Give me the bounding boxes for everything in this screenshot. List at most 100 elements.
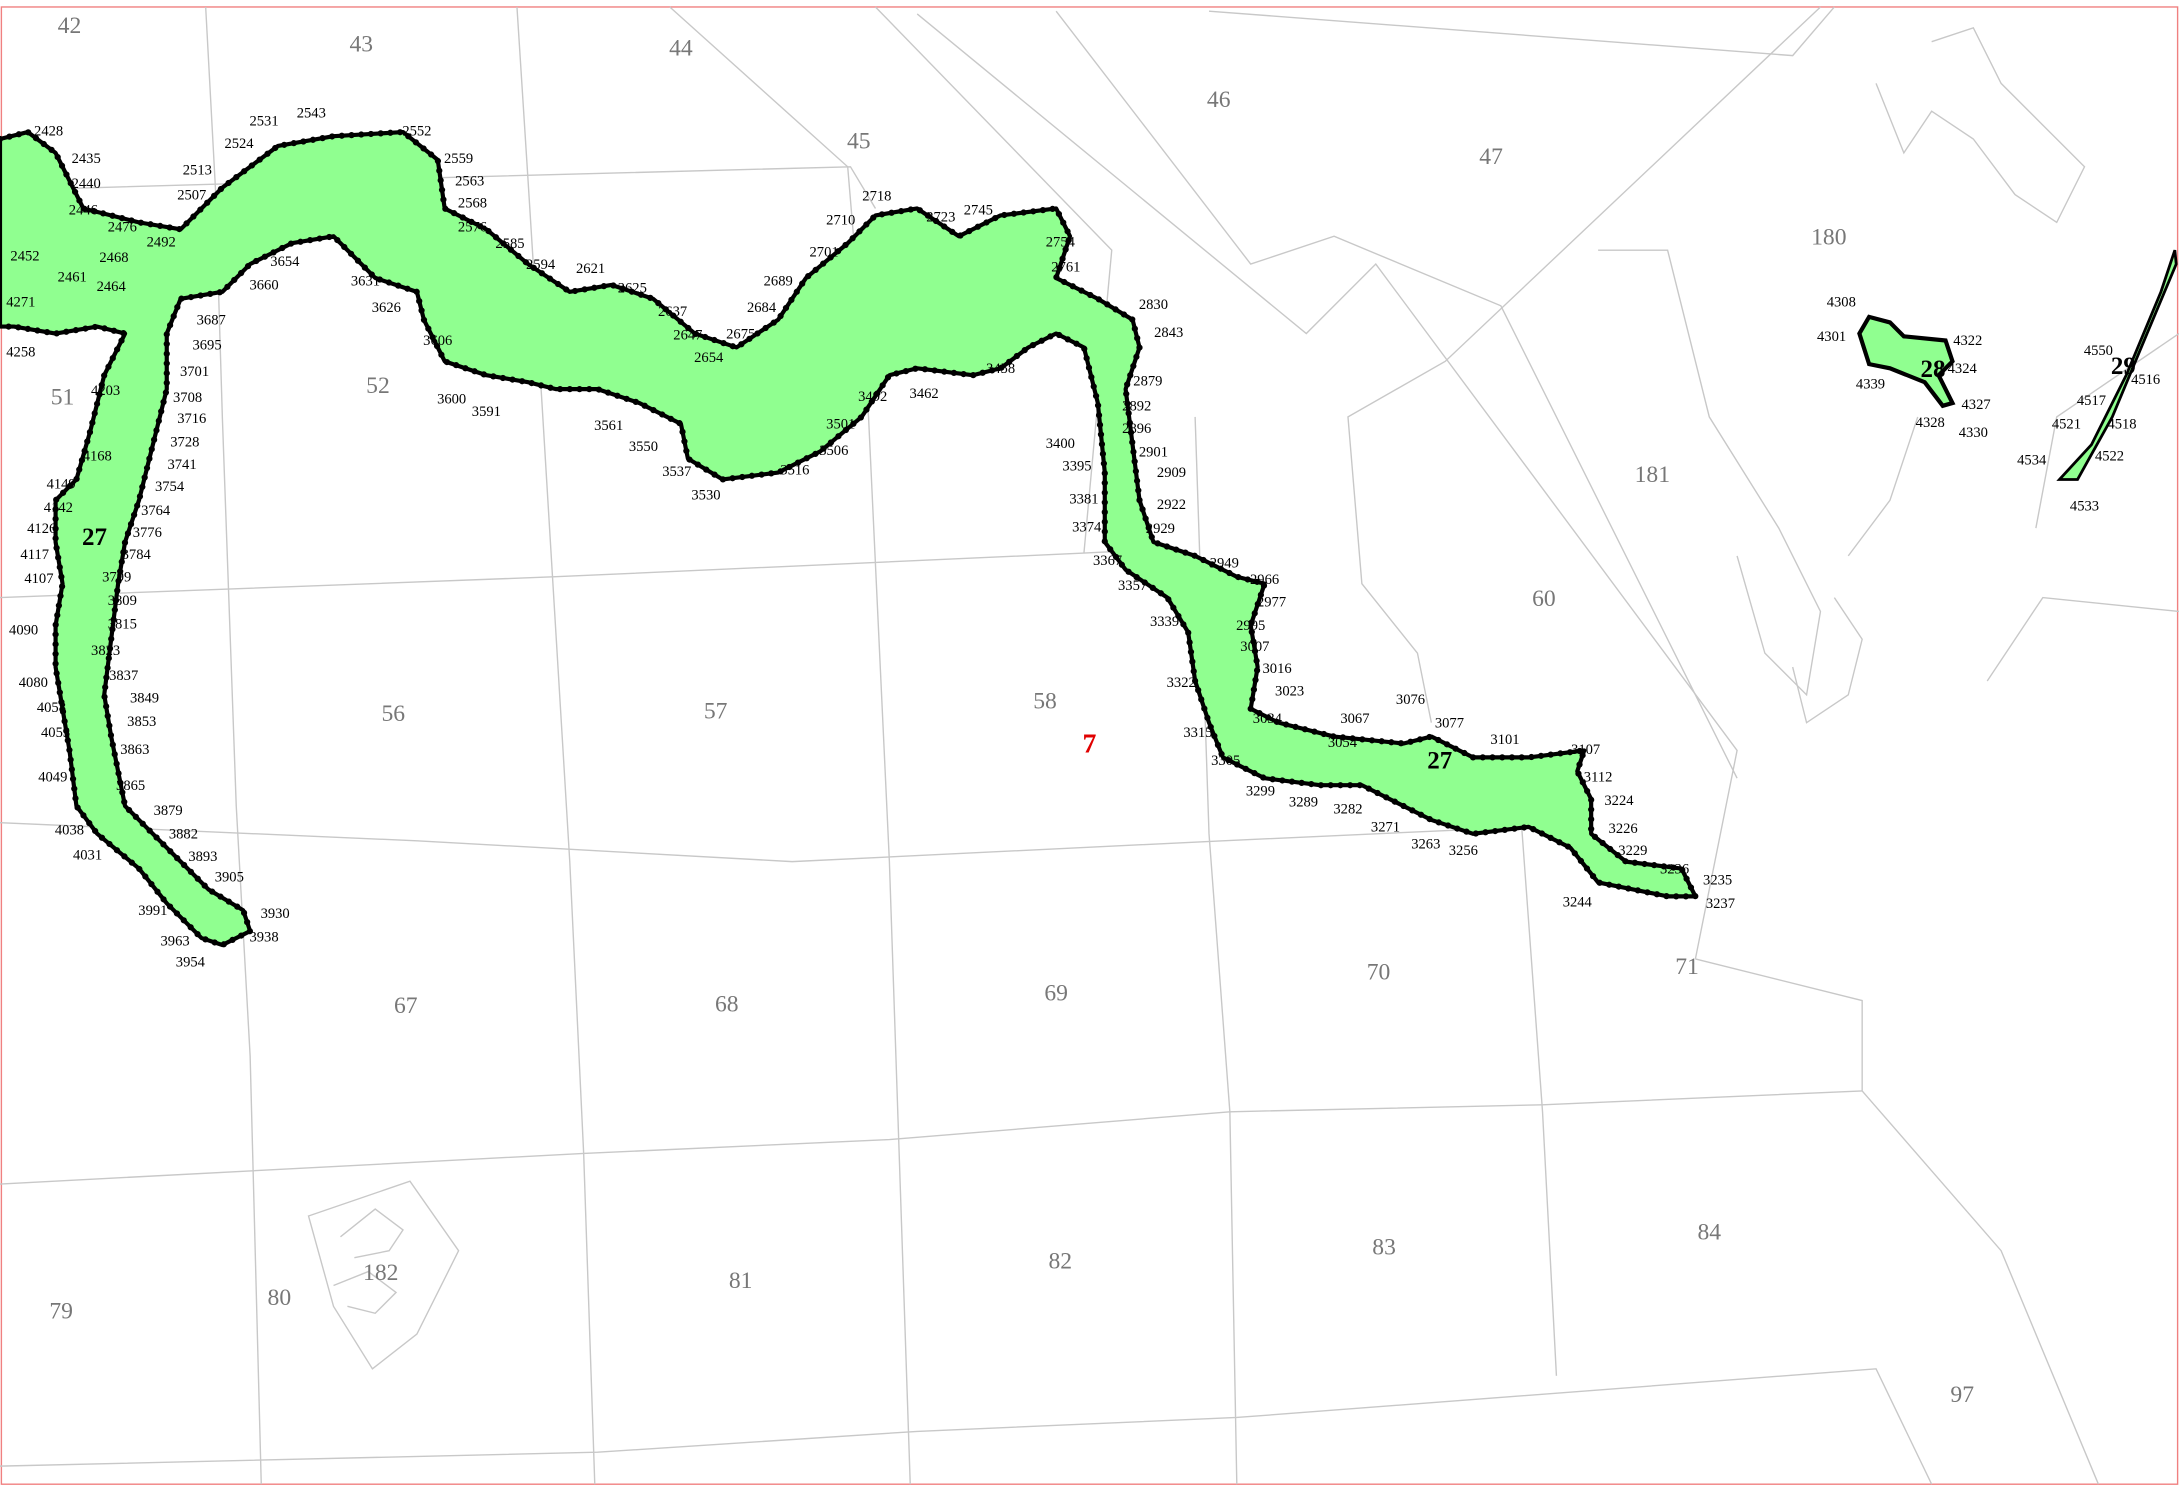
zone-label: 29 (2111, 353, 2136, 380)
vertex-label: 4330 (1959, 425, 1988, 441)
parcel-label: 47 (1479, 144, 1503, 170)
vertex-label: 2552 (402, 123, 431, 139)
parcel-label: 84 (1697, 1219, 1721, 1245)
vertex-label: 2654 (694, 350, 724, 366)
vertex-label: 2843 (1154, 325, 1183, 341)
vertex-label: 3591 (472, 404, 501, 420)
vertex-label: 3381 (1069, 492, 1098, 508)
vertex-label: 2492 (147, 235, 176, 251)
zones (0, 128, 2178, 949)
vertex-label: 3799 (102, 569, 131, 585)
vertex-label: 3506 (819, 443, 848, 459)
vertex-label: 3660 (249, 278, 278, 294)
parcel-label: 52 (366, 373, 390, 399)
parcel-label: 43 (350, 31, 374, 57)
parcel-label: 81 (729, 1268, 753, 1294)
vertex-label: 3776 (133, 525, 162, 541)
vertex-label: 4168 (83, 449, 112, 465)
vertex-label: 3305 (1211, 753, 1240, 769)
vertex-label: 2594 (526, 257, 556, 273)
vertex-label: 4080 (19, 675, 48, 691)
vertex-label: 2647 (673, 328, 702, 344)
vertex-label: 4522 (2095, 449, 2124, 465)
parcel-label: 57 (704, 698, 728, 724)
vertex-label: 3023 (1275, 683, 1304, 699)
vertex-label: 3054 (1328, 735, 1358, 751)
parcel-label: 82 (1049, 1249, 1073, 1275)
vertex-label: 3550 (629, 439, 658, 455)
vertex-label: 3606 (423, 333, 452, 349)
vertex-label: 3374 (1072, 519, 1102, 535)
vertex-label: 4550 (2084, 343, 2113, 359)
parcel-label: 71 (1675, 954, 1699, 980)
parcel-label: 69 (1044, 980, 1068, 1006)
vertex-label: 2568 (458, 196, 487, 212)
vertex-label: 3236 (1660, 861, 1689, 877)
vertex-label: 3007 (1240, 639, 1269, 655)
vertex-label: 3458 (986, 361, 1015, 377)
vertex-label: 3784 (122, 547, 152, 563)
vertex-label: 3764 (141, 503, 171, 519)
zone-polygon (2056, 249, 2178, 481)
vertex-label: 3076 (1396, 692, 1425, 708)
vertex-label: 3237 (1706, 896, 1735, 912)
vertex-label: 3501 (826, 417, 855, 433)
vertex-label: 3631 (351, 273, 380, 289)
vertex-label: 2446 (69, 203, 98, 219)
vertex-label: 3282 (1333, 802, 1362, 818)
vertex-label: 3256 (1449, 843, 1478, 859)
vertex-label: 3271 (1371, 820, 1400, 836)
vertex-label: 4038 (55, 822, 84, 838)
vertex-label: 3849 (130, 690, 159, 706)
vertex-points (0, 128, 1701, 949)
vertex-label: 2977 (1257, 594, 1286, 610)
vertex-label: 3339 (1150, 614, 1179, 630)
vertex-label: 2461 (58, 269, 87, 285)
vertex-label: 2524 (224, 136, 254, 152)
vertex-label: 3263 (1411, 836, 1440, 852)
vertex-label: 3716 (177, 411, 206, 427)
vertex-label: 4327 (1962, 397, 1991, 413)
vertex-label: 3853 (127, 714, 156, 730)
vertex-label: 3837 (109, 668, 138, 684)
parcel-label: 79 (49, 1299, 73, 1325)
vertex-label: 3112 (1584, 770, 1613, 786)
parcel-label: 58 (1033, 689, 1057, 715)
vertex-label: 2723 (926, 210, 955, 226)
vertex-label: 4258 (6, 344, 35, 360)
vertex-label: 2428 (34, 123, 63, 139)
vertex-label: 3754 (155, 479, 185, 495)
vertex-label: 3626 (372, 300, 401, 316)
vertex-label: 2892 (1122, 399, 1151, 415)
vertex-label: 3367 (1093, 553, 1122, 569)
vertex-label: 2689 (764, 273, 793, 289)
vertex-label: 3930 (261, 906, 290, 922)
vertex-label: 2922 (1157, 497, 1186, 513)
vertex-label: 3492 (858, 389, 887, 405)
vertex-label: 4107 (24, 571, 53, 587)
vertex-label: 4149 (47, 476, 76, 492)
vertex-label: 3077 (1435, 715, 1464, 731)
vertex-label: 2830 (1139, 297, 1168, 313)
parcel-label: 60 (1532, 586, 1556, 612)
vertex-label: 2754 (1046, 235, 1076, 251)
zone-label: 28 (1921, 356, 1946, 383)
vertex-label: 3530 (691, 487, 720, 503)
zone-polygon (1857, 314, 1956, 409)
vertex-label: 3654 (270, 254, 300, 270)
vertex-label: 4117 (20, 547, 49, 563)
vertex-label: 3687 (197, 312, 226, 328)
vertex-label: 4271 (6, 294, 35, 310)
parcel-label: 68 (715, 992, 739, 1018)
parcel-label: 44 (669, 35, 693, 61)
vertex-label: 2435 (72, 151, 101, 167)
vertex-label: 4058 (37, 700, 66, 716)
parcel-label: 97 (1950, 1382, 1974, 1408)
vertex-label: 3289 (1289, 795, 1318, 811)
vertex-label: 3963 (161, 934, 190, 950)
parcel-label: 51 (51, 384, 75, 410)
parcel-label: 182 (363, 1260, 398, 1286)
vertex-label: 2440 (72, 176, 101, 192)
